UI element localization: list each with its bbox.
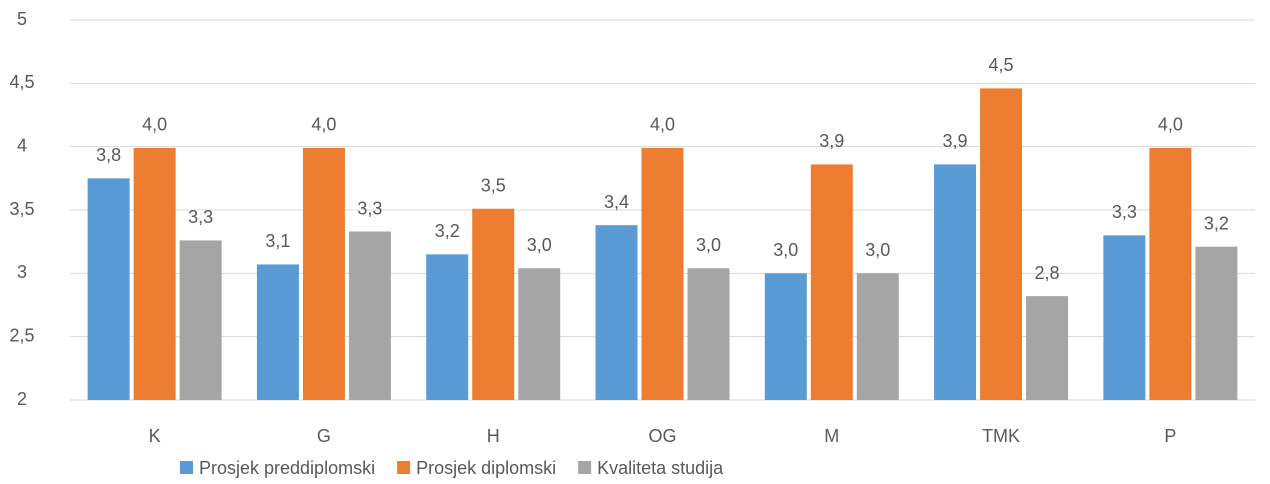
data-label: 3,4 — [604, 192, 629, 212]
data-label: 3,1 — [265, 231, 290, 251]
y-tick-label: 4,5 — [9, 72, 34, 92]
data-label: 3,3 — [357, 198, 382, 218]
x-tick-label: K — [149, 426, 161, 446]
y-tick-label: 2,5 — [9, 325, 34, 345]
bar — [1103, 235, 1146, 400]
bar — [1195, 246, 1238, 400]
data-label: 3,0 — [527, 235, 552, 255]
legend-label: Kvaliteta studija — [597, 458, 724, 478]
bar — [133, 147, 176, 400]
bar — [426, 254, 469, 400]
bar — [980, 88, 1023, 401]
y-tick-label: 3 — [17, 262, 27, 282]
y-tick-label: 4 — [17, 135, 27, 155]
bar — [934, 164, 977, 400]
data-label: 3,5 — [481, 175, 506, 195]
x-tick-label: G — [317, 426, 331, 446]
data-label: 3,9 — [943, 131, 968, 151]
legend-swatch — [578, 461, 592, 474]
bar — [1026, 296, 1069, 400]
bar — [348, 231, 391, 400]
bar — [810, 164, 853, 400]
data-label: 3,3 — [188, 207, 213, 227]
x-tick-label: TMK — [982, 426, 1020, 446]
data-label: 3,0 — [696, 235, 721, 255]
bar — [687, 268, 730, 400]
bar — [179, 240, 222, 400]
y-tick-label: 5 — [17, 9, 27, 29]
bar — [595, 225, 638, 400]
x-tick-label: H — [487, 426, 500, 446]
bar — [256, 264, 299, 400]
legend-label: Prosjek preddiplomski — [199, 458, 375, 478]
bar — [764, 273, 807, 400]
data-label: 4,0 — [1158, 115, 1183, 135]
bar — [472, 208, 515, 400]
data-label: 3,0 — [773, 240, 798, 260]
data-label: 4,0 — [311, 115, 336, 135]
data-label: 3,2 — [435, 221, 460, 241]
data-label: 2,8 — [1035, 263, 1060, 283]
y-tick-label: 3,5 — [9, 199, 34, 219]
y-tick-label: 2 — [17, 389, 27, 409]
legend-label: Prosjek diplomski — [416, 458, 556, 478]
legend-swatch — [397, 461, 411, 474]
bar — [1149, 147, 1192, 400]
bar — [518, 268, 561, 400]
x-tick-label: M — [824, 426, 839, 446]
data-label: 3,3 — [1112, 202, 1137, 222]
bar — [87, 178, 130, 400]
x-tick-label: OG — [648, 426, 676, 446]
legend-swatch — [180, 461, 193, 474]
data-label: 4,5 — [989, 55, 1014, 75]
x-tick-label: P — [1164, 426, 1176, 446]
bar — [641, 147, 684, 400]
data-label: 4,0 — [650, 115, 675, 135]
data-label: 3,9 — [819, 131, 844, 151]
bar — [302, 147, 345, 400]
data-label: 3,2 — [1204, 213, 1229, 233]
data-label: 3,8 — [96, 145, 121, 165]
bar — [856, 273, 899, 400]
data-label: 3,0 — [865, 240, 890, 260]
data-label: 4,0 — [142, 115, 167, 135]
